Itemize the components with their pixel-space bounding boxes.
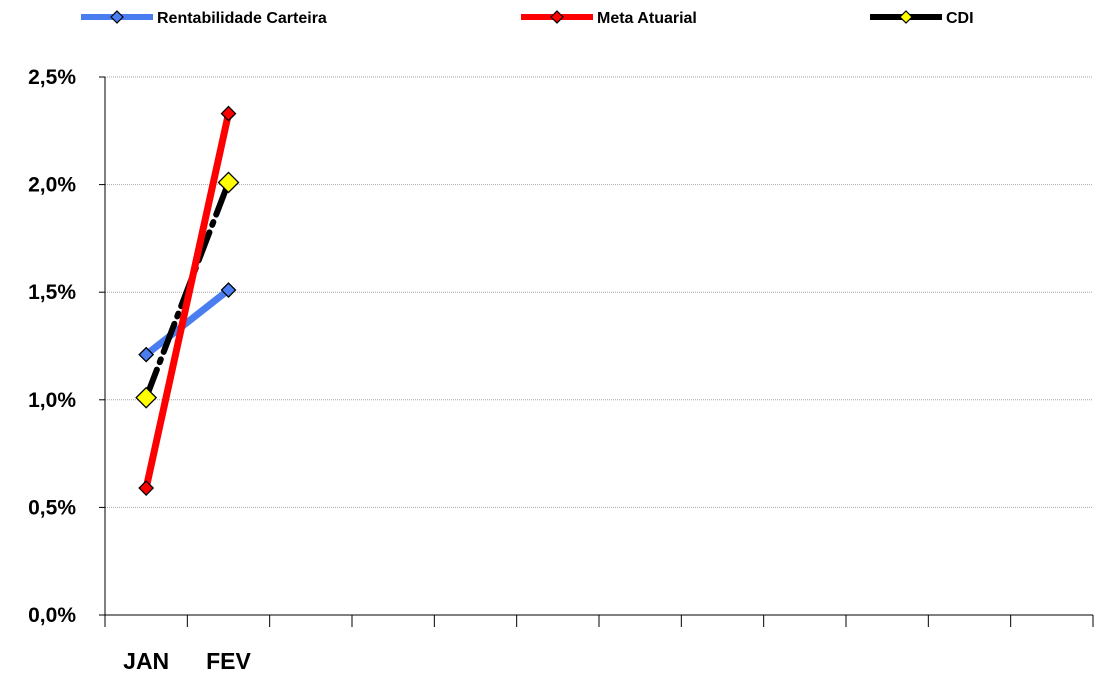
x-tick-labels: JAN FEV bbox=[123, 648, 251, 674]
data-point bbox=[135, 386, 158, 409]
legend: Rentabilidade Carteira Meta Atuarial CDI bbox=[81, 10, 974, 27]
series-line bbox=[142, 110, 232, 492]
legend-label: Meta Atuarial bbox=[597, 10, 697, 27]
axes bbox=[104, 77, 1093, 616]
data-point bbox=[220, 282, 237, 298]
x-tick-label: JAN bbox=[123, 648, 169, 674]
series bbox=[135, 105, 240, 496]
legend-swatch-marker bbox=[110, 10, 124, 24]
data-point bbox=[217, 171, 240, 194]
legend-swatch-marker bbox=[899, 10, 913, 24]
legend-label: CDI bbox=[946, 10, 974, 27]
series-line bbox=[142, 286, 232, 359]
y-tick-label: 1,5% bbox=[28, 281, 76, 304]
legend-swatch-marker bbox=[550, 10, 564, 24]
y-tick-label: 2,0% bbox=[28, 174, 76, 197]
data-point bbox=[138, 346, 155, 363]
data-point bbox=[138, 480, 155, 496]
y-tick-label: 0,0% bbox=[28, 604, 76, 627]
x-tick-label: FEV bbox=[206, 648, 251, 674]
y-tick-label: 2,5% bbox=[28, 66, 76, 89]
y-tick-label: 0,5% bbox=[28, 496, 76, 519]
gridlines bbox=[99, 76, 1094, 627]
y-tick-label: 1,0% bbox=[28, 389, 76, 412]
y-tick-labels: 0,0% 0,5% 1,0% 1,5% 2,0% 2,5% bbox=[28, 66, 76, 627]
legend-label: Rentabilidade Carteira bbox=[157, 10, 327, 27]
data-point bbox=[220, 105, 237, 122]
